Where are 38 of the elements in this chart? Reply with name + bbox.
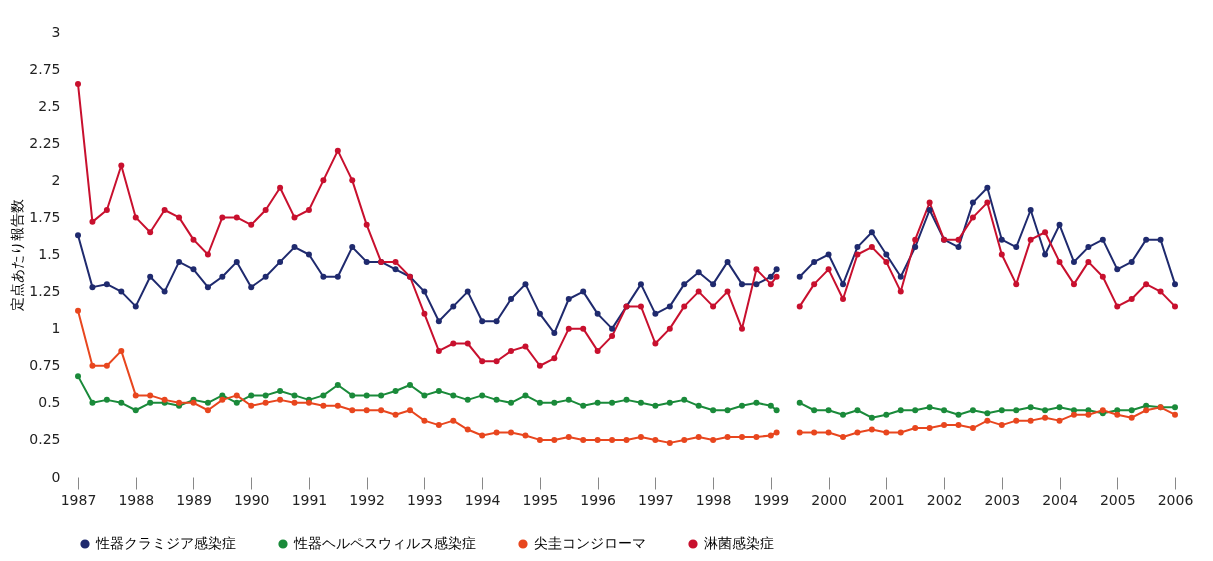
y-tick-label: 0 bbox=[51, 468, 61, 485]
y-tick-label: 2.75 bbox=[29, 60, 61, 77]
y-tick-label: 1.25 bbox=[29, 283, 61, 300]
x-tick-label: 1999 bbox=[753, 491, 790, 508]
legend-label: 性器クラミジア感染症 bbox=[95, 535, 236, 551]
y-tick-label: 2.25 bbox=[29, 134, 61, 151]
x-tick-label: 1988 bbox=[118, 491, 155, 508]
x-tick-label: 2000 bbox=[811, 491, 847, 508]
x-tick-label: 1991 bbox=[291, 491, 328, 508]
x-tick-label: 2002 bbox=[926, 491, 963, 508]
x-tick-label: 1995 bbox=[522, 491, 559, 508]
y-tick-label: 2.5 bbox=[38, 97, 61, 114]
x-tick-label: 1993 bbox=[407, 491, 443, 508]
y-tick-label: 0.5 bbox=[38, 394, 61, 411]
x-tick-label: 1998 bbox=[695, 491, 732, 508]
y-tick-label: 1.5 bbox=[38, 246, 61, 262]
x-tick-label: 1990 bbox=[233, 491, 270, 508]
y-tick-label: 1 bbox=[51, 320, 61, 337]
legend-label: 尖圭コンジローマ bbox=[534, 535, 646, 551]
legend-label: 性器ヘルペスウィルス感染症 bbox=[293, 535, 476, 551]
x-tick-label: 2003 bbox=[984, 491, 1021, 508]
x-tick-label: 1996 bbox=[580, 491, 617, 508]
y-tick-label: 3 bbox=[51, 23, 61, 40]
y-tick-label: 2 bbox=[51, 171, 61, 188]
x-tick-label: 2005 bbox=[1099, 491, 1136, 508]
x-tick-label: 1994 bbox=[464, 491, 501, 508]
x-tick-label: 2004 bbox=[1042, 491, 1078, 508]
legend-label: 淋菌感染症 bbox=[704, 535, 774, 551]
x-tick-label: 1992 bbox=[349, 491, 385, 508]
y-tick-label: 0.25 bbox=[29, 431, 61, 448]
y-axis-title: 定点あたり報告数 bbox=[9, 199, 26, 311]
x-tick-label: 1989 bbox=[176, 491, 212, 508]
x-tick-label: 1997 bbox=[638, 491, 674, 508]
y-tick-label: 0.75 bbox=[29, 357, 61, 374]
x-tick-label: 1987 bbox=[60, 491, 97, 508]
x-tick-label: 2006 bbox=[1157, 491, 1194, 508]
x-tick-label: 2001 bbox=[869, 491, 905, 508]
y-tick-label: 1.75 bbox=[29, 208, 61, 225]
